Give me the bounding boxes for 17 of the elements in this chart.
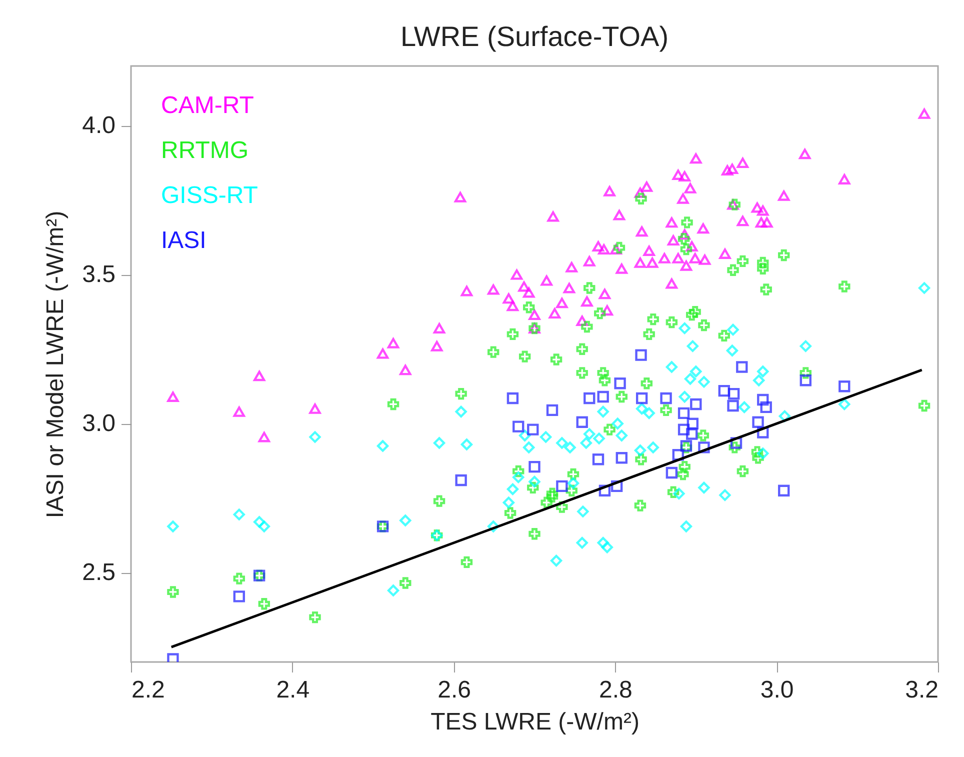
x-tick-label: 3.0 (760, 676, 794, 704)
text: GISS-RT (161, 182, 258, 209)
x-tick-label: 2.8 (599, 676, 632, 704)
x-tick-label: 3.2 (905, 676, 938, 704)
y-tick-label: 3.0 (82, 410, 116, 438)
text: IASI (161, 227, 206, 254)
x-tick-label: 2.2 (132, 676, 165, 704)
x-tick-label: 2.4 (276, 676, 310, 704)
y-axis-title: IASI or Model LWRE (-W/m²) (42, 210, 70, 518)
y-tick-label: 4.0 (82, 112, 116, 140)
y-tick-label: 3.5 (82, 261, 116, 288)
text: CAM-RT (161, 92, 254, 119)
y-tick-label: 2.5 (82, 559, 116, 586)
x-axis-title: TES LWRE (-W/m²) (430, 708, 640, 736)
x-tick-label: 2.6 (438, 676, 471, 704)
text: RRTMG (161, 137, 249, 164)
chart-title: LWRE (Surface-TOA) (400, 21, 669, 52)
